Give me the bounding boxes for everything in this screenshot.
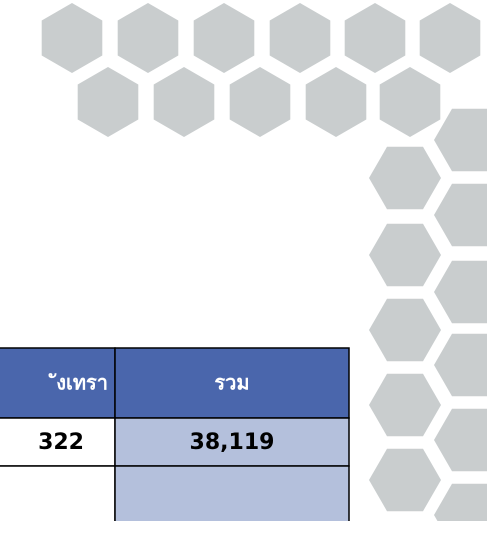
- hexagon: [78, 67, 139, 137]
- hexagon: [345, 3, 406, 73]
- cell-text: 322: [38, 430, 84, 455]
- hexagon: [369, 299, 441, 361]
- hexagon: [369, 374, 441, 436]
- hexagon: [154, 67, 215, 137]
- hexagon: [420, 3, 481, 73]
- hexagon: [369, 224, 441, 286]
- hexagon: [42, 3, 103, 73]
- hexagon: [194, 3, 255, 73]
- page-bottom: [0, 521, 487, 547]
- slide: ังเทรา รวม 322 38,119: [0, 0, 487, 547]
- hexagon: [434, 334, 487, 396]
- header-text: ังเทรา: [48, 371, 108, 395]
- hexagon: [434, 261, 487, 323]
- hexagon: [434, 109, 487, 171]
- cell: [115, 466, 349, 526]
- hexagon: [118, 3, 179, 73]
- cell: [0, 466, 115, 526]
- hexagon: [306, 67, 367, 137]
- hexagon: [434, 409, 487, 471]
- header-text: รวม: [214, 371, 249, 395]
- hexagon: [380, 67, 441, 137]
- hexagon: [369, 147, 441, 209]
- cell-text: 38,119: [190, 430, 275, 455]
- hexagon: [270, 3, 331, 73]
- hexagon: [434, 184, 487, 246]
- hexagon: [369, 449, 441, 511]
- hexagon: [230, 67, 291, 137]
